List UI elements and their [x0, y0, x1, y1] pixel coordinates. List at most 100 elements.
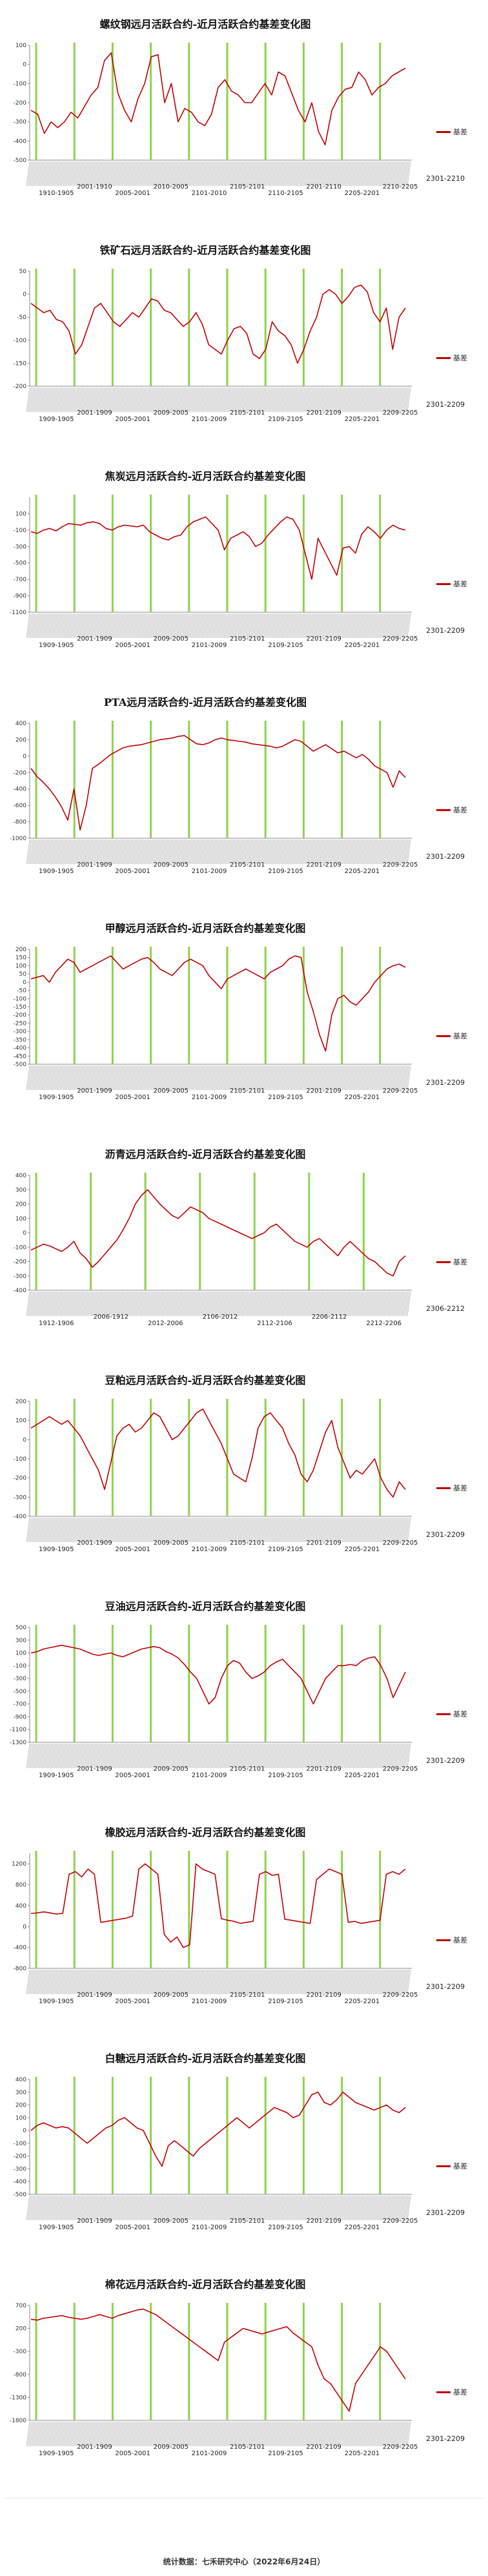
contract-label: 2201-2109 [306, 861, 341, 869]
contract-label: 2209-2205 [383, 1087, 418, 1095]
contract-label: 2101-2009 [192, 1772, 227, 1779]
basis-series-line [30, 1644, 406, 1705]
contract-label: 2001-1910 [77, 183, 112, 191]
contract-label: 2105-2101 [230, 1540, 265, 1547]
x-date-ticks [26, 1743, 411, 1769]
chart-legend: 基差 [436, 579, 467, 589]
chart-title: 沥青远月活跃合约-近月活跃合约基差变化图 [105, 1148, 306, 1160]
legend-swatch [436, 1487, 451, 1489]
y-tick-label: 200 [15, 737, 26, 743]
contract-label: 2009-2005 [154, 1540, 189, 1547]
chart-legend: 基差 [436, 1709, 467, 1719]
legend-label: 基差 [453, 1258, 467, 1266]
chart-plot: 100 0 -100 -200 -300 -400 -500 1910-19052001-19… [14, 43, 418, 197]
y-tick-label: -450 [14, 1053, 27, 1060]
chart-plot: 400 300 200 100 0 -100 -200 -300 -400 1912-1906 20… [14, 1173, 412, 1327]
y-tick-label: 150 [15, 955, 26, 962]
contract-label: 2005-2001 [115, 2224, 150, 2231]
contract-label: 2012-2006 [148, 1320, 183, 1327]
y-tick-label: -300 [14, 1273, 27, 1280]
chart-plot: 700 200 -300 -800 -1300 -1800 1909-19052001-19… [10, 2303, 418, 2457]
x-date-ticks [26, 161, 411, 187]
contract-label: 2101-2009 [192, 1998, 227, 2005]
current-contract-label: 2301-2209 [426, 2209, 465, 2217]
contract-label: 1909-1905 [39, 1772, 74, 1779]
y-tick-label: -1100 [10, 610, 26, 616]
legend-swatch [436, 1035, 451, 1037]
x-date-ticks [26, 839, 411, 865]
contract-label: 2209-2205 [383, 2218, 418, 2225]
contract-label: 2005-2001 [115, 1998, 150, 2005]
basis-series-line [30, 1408, 406, 1498]
contract-label: 2001-1909 [77, 635, 112, 643]
contract-label: 2009-2005 [154, 635, 189, 643]
chart-legend: 基差 [436, 2161, 467, 2171]
contract-label: 2005-2001 [115, 1094, 150, 1101]
y-tick-label: -200 [14, 384, 27, 390]
chart-legend: 基差 [436, 1257, 467, 1267]
chart-panel: 焦炭远月活跃合约-近月活跃合约基差变化图 100 -100 -300 -500 -700 -… [5, 464, 483, 690]
contract-label: 2109-2105 [268, 642, 303, 649]
y-tick-label: 300 [15, 2090, 26, 2096]
y-tick-label: -300 [14, 119, 27, 126]
legend-label: 基差 [453, 1032, 467, 1040]
contract-label: 2205-2201 [345, 416, 380, 423]
contract-label: 1910-1905 [39, 190, 74, 197]
y-tick-label: 0 [23, 62, 26, 68]
y-tick-label: -400 [14, 2179, 27, 2185]
y-tick-label: -300 [14, 2166, 27, 2172]
contract-label: 2109-2105 [268, 416, 303, 423]
legend-swatch [436, 1713, 451, 1715]
x-date-ticks [26, 1291, 411, 1317]
footer-source: 统计数据：七禾研究中心（2022年6月24日） [163, 2557, 325, 2566]
basis-series-line [30, 2308, 406, 2412]
contract-label: 2201-2109 [306, 2444, 341, 2451]
contract-label: 2209-2205 [383, 409, 418, 417]
contract-label: 2009-2005 [154, 1992, 189, 1999]
contract-label: 2101-2009 [192, 416, 227, 423]
legend-label: 基差 [453, 1484, 467, 1492]
chart-panel: PTA远月活跃合约-近月活跃合约基差变化图 400 200 0 -200 -400 -600… [5, 690, 483, 916]
contract-label: 2205-2201 [345, 2224, 380, 2231]
contract-label: 2205-2201 [345, 2450, 380, 2457]
contract-label: 2001-1909 [77, 861, 112, 869]
y-tick-label: -800 [14, 1966, 27, 1972]
y-tick-label: -300 [14, 1494, 27, 1501]
y-tick-label: -400 [14, 1945, 27, 1952]
legend-label: 基差 [453, 354, 467, 362]
contract-label: 2205-2201 [345, 1094, 380, 1101]
contract-label: 2009-2005 [154, 1766, 189, 1773]
contract-label: 2201-2109 [306, 2218, 341, 2225]
x-date-ticks [26, 1517, 411, 1543]
legend-label: 基差 [453, 2388, 467, 2396]
current-contract-label: 2301-2209 [426, 1530, 465, 1539]
legend-swatch [436, 1939, 451, 1941]
chart-legend: 基差 [436, 2387, 467, 2397]
chart-title: 棉花远月活跃合约-近月活跃合约基差变化图 [105, 2278, 306, 2291]
contract-label: 2205-2201 [345, 1546, 380, 1553]
contract-label: 2001-1909 [77, 1087, 112, 1095]
contract-label: 1909-1905 [39, 2224, 74, 2231]
y-tick-label: -300 [14, 544, 27, 550]
legend-swatch [436, 2165, 451, 2167]
legend-label: 基差 [453, 1936, 467, 1944]
x-date-ticks [26, 2421, 411, 2447]
contract-label: 2105-2101 [230, 1766, 265, 1773]
y-tick-label: -100 [14, 81, 27, 87]
chart-title: PTA远月活跃合约-近月活跃合约基差变化图 [103, 696, 307, 708]
chart-legend: 基差 [436, 805, 467, 815]
contract-label: 2109-2105 [268, 1546, 303, 1553]
contract-label: 2101-2010 [192, 190, 227, 197]
y-tick-label: 400 [15, 2077, 26, 2083]
contract-label: 2109-2105 [268, 1094, 303, 1101]
y-tick-label: -300 [14, 1029, 27, 1035]
y-tick-label: -100 [14, 1456, 27, 1463]
chart-legend: 基差 [436, 353, 467, 363]
contract-label: 2101-2009 [192, 2450, 227, 2457]
y-tick-label: 400 [15, 1903, 26, 1910]
contract-label: 2105-2101 [230, 1992, 265, 1999]
chart-plot: 400 300 200 100 0 -100 -200 -300 -400 -500 1909-19… [14, 2077, 418, 2231]
y-tick-label: -1300 [10, 2395, 26, 2401]
contract-label: 2105-2101 [230, 635, 265, 643]
